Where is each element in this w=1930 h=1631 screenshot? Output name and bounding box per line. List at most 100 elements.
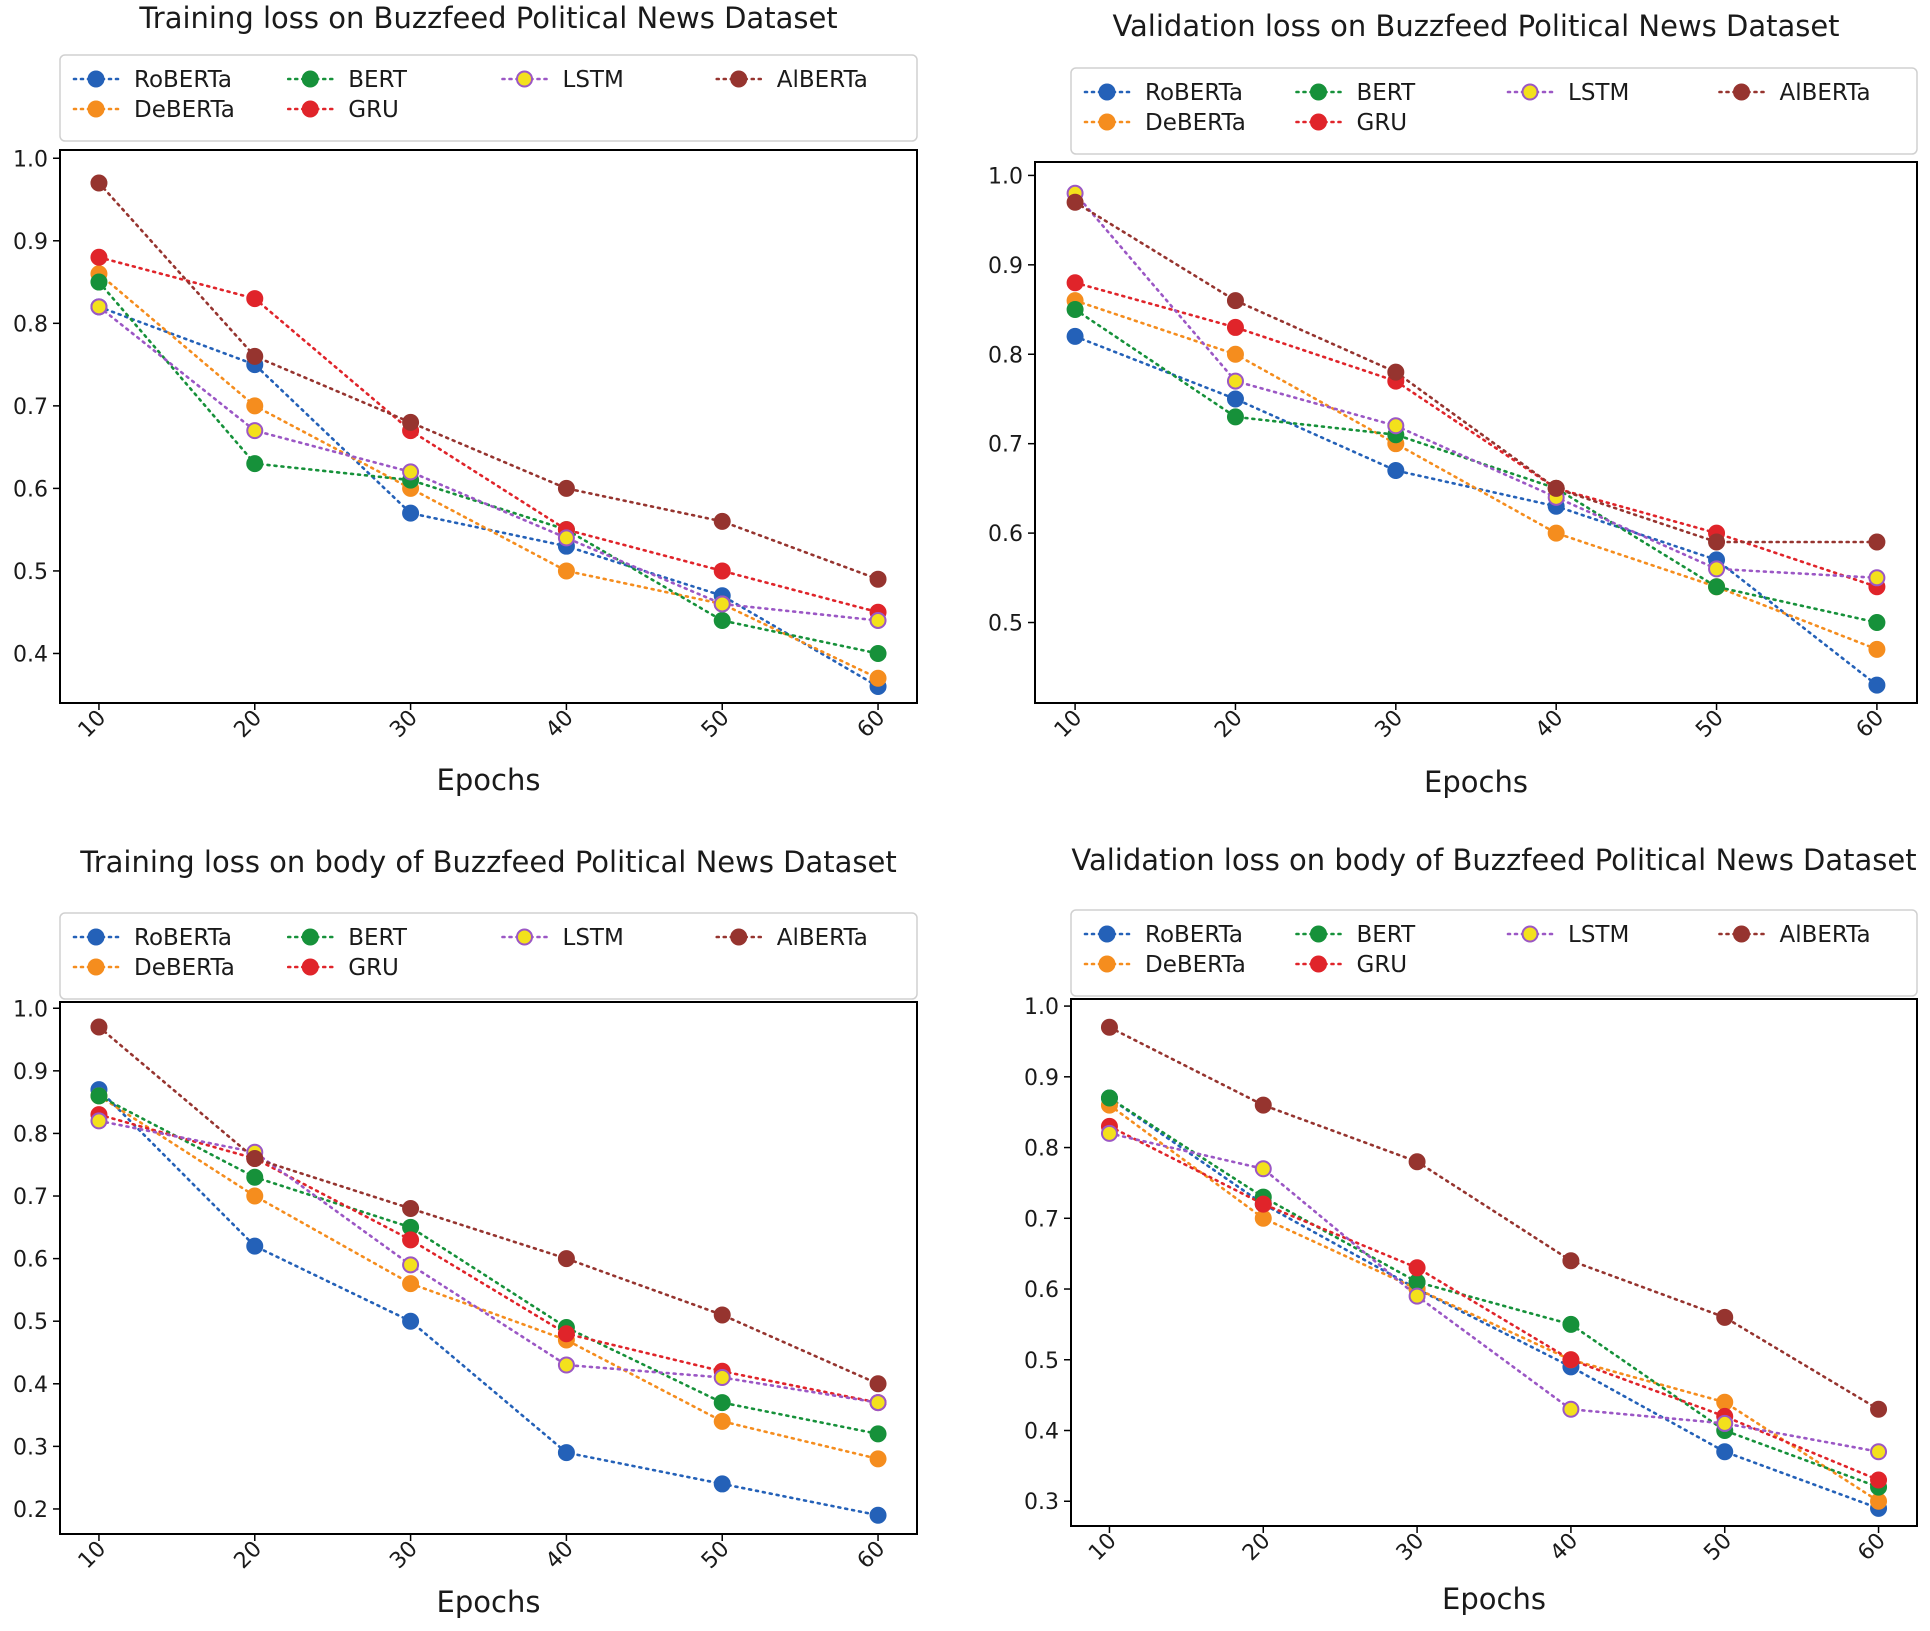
y-tick-label: 0.5 [13, 560, 48, 585]
data-point-deberta [1870, 1492, 1888, 1510]
legend-label-bert: BERT [348, 67, 408, 93]
legend-marker-bert [301, 70, 319, 88]
data-point-alberta [869, 1375, 887, 1393]
data-point-lstm [1870, 1443, 1888, 1461]
legend-label-alberta: AlBERTa [777, 925, 868, 951]
y-tick-label: 0.6 [13, 477, 48, 502]
data-point-gru [1408, 1259, 1426, 1277]
data-point-lstm [713, 595, 731, 613]
legend-marker-gru [1310, 113, 1327, 131]
legend: RoBERTa BERT LSTM AlBERTa DeBERTa GRU [59, 54, 918, 142]
plot-area [1034, 161, 1918, 704]
legend: RoBERTa BERT LSTM AlBERTa DeBERTa GRU [1070, 909, 1918, 997]
chart-title: Training loss on Buzzfeed Political News… [138, 1, 837, 35]
legend-box [59, 54, 918, 142]
legend-marker-gru [1310, 955, 1327, 973]
series-line-gru [97, 255, 880, 614]
data-point-alberta [1547, 479, 1565, 497]
legend-label-alberta: AlBERTa [1780, 922, 1871, 948]
data-point-alberta [1408, 1153, 1426, 1171]
data-point-roberta [1387, 462, 1405, 480]
data-point-roberta [557, 1444, 575, 1462]
legend-marker-bert [1310, 925, 1327, 943]
data-point-gru [557, 1325, 575, 1343]
data-point-gru [1226, 318, 1244, 336]
data-point-roberta [1716, 1443, 1734, 1461]
data-point-alberta [1387, 363, 1405, 381]
legend-label-lstm: LSTM [563, 925, 624, 951]
legend-marker-alberta [730, 928, 748, 946]
data-point-deberta [1716, 1393, 1734, 1411]
legend-label-lstm: LSTM [1568, 922, 1629, 948]
y-tick-label: 0.4 [1024, 1420, 1059, 1445]
y-tick-label: 0.7 [988, 433, 1023, 458]
data-point-roberta [869, 1506, 887, 1524]
data-point-bert [1708, 578, 1726, 596]
chart-training-loss: Training loss on Buzzfeed Political News… [13, 1, 918, 797]
legend-marker-bert [301, 928, 319, 946]
data-point-lstm [1226, 372, 1244, 390]
legend-label-bert: BERT [1357, 80, 1417, 106]
data-point-bert [713, 611, 731, 629]
data-point-gru [1562, 1351, 1580, 1369]
data-point-lstm [713, 1369, 731, 1387]
data-point-roberta [1226, 390, 1244, 408]
series-line-lstm [1108, 1132, 1880, 1454]
legend-marker-alberta [730, 70, 748, 88]
legend-label-gru: GRU [1357, 952, 1408, 978]
data-point-lstm [402, 1256, 420, 1274]
data-point-roberta [246, 1237, 264, 1255]
legend-box [59, 912, 918, 1000]
x-tick-label: 40 [541, 706, 578, 743]
data-point-alberta [1226, 292, 1244, 310]
x-tick-label: 50 [1691, 706, 1728, 743]
data-point-gru [90, 248, 108, 266]
legend-box [1070, 909, 1918, 997]
data-point-alberta [557, 479, 575, 497]
legend-label-alberta: AlBERTa [777, 67, 868, 93]
data-point-alberta [557, 1250, 575, 1268]
legend: RoBERTa BERT LSTM AlBERTa DeBERTa GRU [59, 912, 918, 1000]
data-point-deberta [1547, 524, 1565, 542]
series-line-lstm [97, 305, 880, 622]
data-point-alberta [246, 347, 264, 365]
data-point-alberta [1868, 533, 1886, 551]
data-point-deberta [1254, 1209, 1272, 1227]
data-point-bert [90, 273, 108, 291]
data-point-lstm [1716, 1414, 1734, 1432]
series-line-roberta [97, 1088, 880, 1517]
data-point-alberta [869, 570, 887, 588]
y-tick-label: 0.9 [13, 230, 48, 255]
data-point-lstm [869, 1394, 887, 1412]
x-tick-label: 50 [697, 1537, 734, 1574]
data-point-gru [402, 1231, 420, 1249]
legend-label-roberta: RoBERTa [134, 67, 232, 93]
x-axis-label: Epochs [437, 1585, 541, 1619]
data-point-lstm [1408, 1287, 1426, 1305]
series-line-alberta [97, 181, 880, 581]
y-tick-label: 0.6 [1024, 1278, 1059, 1303]
data-point-lstm [557, 1356, 575, 1374]
legend-label-gru: GRU [348, 97, 399, 123]
legend-label-deberta: DeBERTa [1145, 952, 1246, 978]
data-point-bert [1408, 1273, 1426, 1291]
series-line-roberta [1073, 335, 1879, 687]
data-point-alberta [713, 512, 731, 530]
data-point-bert [1562, 1315, 1580, 1333]
x-tick-label: 60 [1852, 706, 1889, 743]
data-point-lstm [90, 1112, 108, 1130]
data-point-lstm [1868, 569, 1886, 587]
legend-box [1070, 67, 1918, 155]
legend-marker-alberta [1733, 83, 1750, 101]
y-tick-label: 1.0 [13, 147, 48, 172]
series-line-deberta [97, 272, 880, 680]
y-tick-label: 1.0 [1024, 995, 1059, 1020]
data-point-roberta [1066, 327, 1084, 345]
series-line-alberta [1073, 200, 1879, 544]
data-point-alberta [402, 1200, 420, 1218]
series-line-bert [1073, 308, 1879, 624]
x-tick-label: 20 [230, 1537, 267, 1574]
data-point-deberta [1226, 345, 1244, 363]
y-tick-label: 0.5 [988, 612, 1023, 637]
